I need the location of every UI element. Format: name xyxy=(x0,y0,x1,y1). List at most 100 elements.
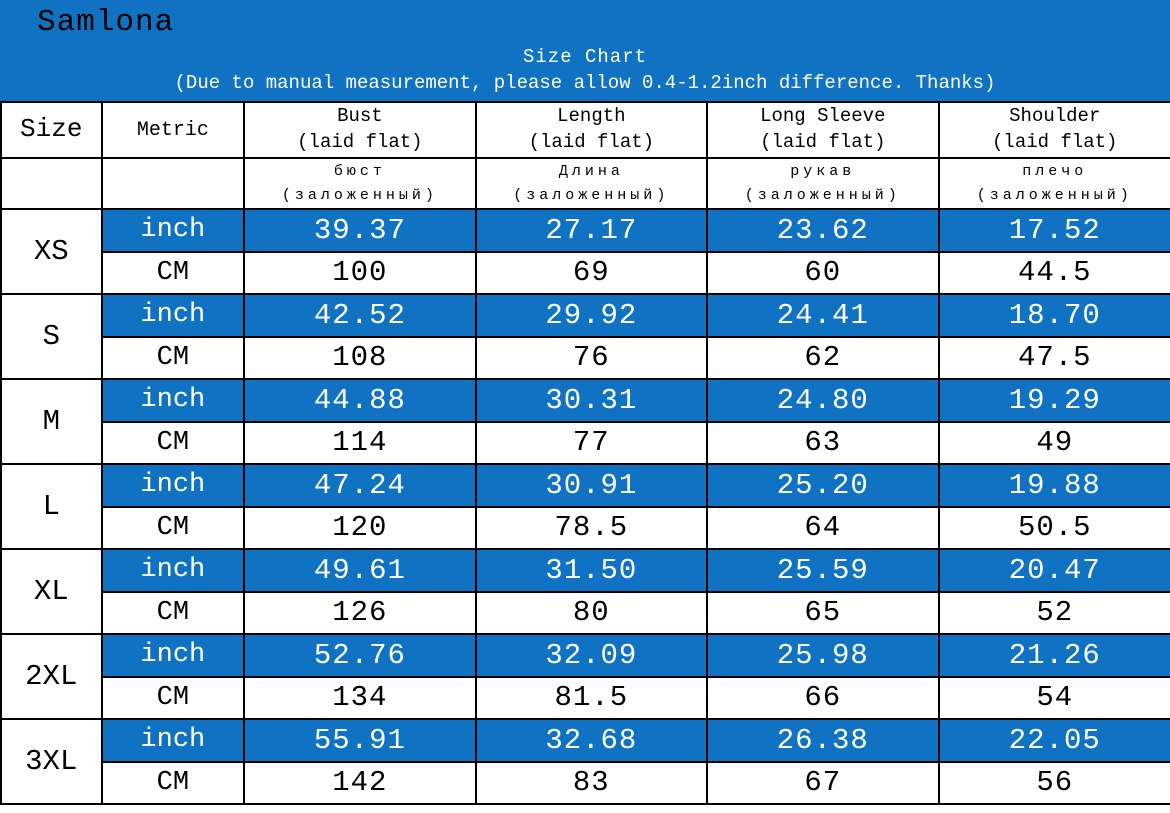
bust-inch-value: 42.52 xyxy=(243,293,477,338)
shoulder-inch-value: 17.52 xyxy=(937,208,1170,253)
bust-cm-value: 108 xyxy=(243,335,477,380)
unit-cm-label: CM xyxy=(100,335,246,380)
shoulder-inch-value: 19.88 xyxy=(937,463,1170,508)
unit-inch-label: inch xyxy=(100,633,246,678)
shoulder-cm-value: 47.5 xyxy=(937,335,1170,380)
length-inch-value: 29.92 xyxy=(474,293,709,338)
unit-cm-label: CM xyxy=(100,590,246,635)
long-sleeve-inch-value: 25.59 xyxy=(706,548,940,593)
bust-inch-value: 55.91 xyxy=(243,718,477,763)
table-row-l-cm: CM 120 78.5 64 50.5 xyxy=(1,505,1170,550)
bust-cm-value: 114 xyxy=(243,420,477,465)
table-row-2xl-inch: 2XL inch 52.76 32.09 25.98 21.26 xyxy=(0,633,1170,720)
bust-inch-value: 49.61 xyxy=(243,548,477,593)
table-row-l-inch: L inch 47.24 30.91 25.20 19.88 xyxy=(0,463,1170,550)
table-header-row-english: Size Metric Bust (laid flat) Length (lai… xyxy=(0,101,1170,159)
col-header-shoulder-line2: (laid flat) xyxy=(992,131,1118,153)
length-inch-value: 32.09 xyxy=(474,633,709,678)
length-cm-value: 69 xyxy=(474,250,709,295)
table-row-xs-inch: XS inch 39.37 27.17 23.62 17.52 xyxy=(0,208,1170,295)
length-cm-value: 81.5 xyxy=(474,675,709,720)
unit-cm-label: CM xyxy=(100,505,246,550)
banner: Samlona Size Chart (Due to manual measur… xyxy=(0,0,1170,101)
col-header-long-sleeve-ru-line2: (заложенный) xyxy=(744,186,901,204)
col-header-shoulder-ru-line1: плечо xyxy=(1022,163,1088,181)
col-header-long-sleeve-russian: рукав (заложенный) xyxy=(706,157,940,210)
table-row-s-cm: CM 108 76 62 47.5 xyxy=(1,335,1170,380)
bust-cm-value: 100 xyxy=(243,250,477,295)
table-row-s-inch: S inch 42.52 29.92 24.41 18.70 xyxy=(0,293,1170,380)
unit-cm-label: CM xyxy=(100,250,246,295)
size-label-s: S xyxy=(0,293,103,380)
bust-inch-value: 52.76 xyxy=(243,633,477,678)
long-sleeve-inch-value: 24.41 xyxy=(706,293,940,338)
length-inch-value: 31.50 xyxy=(474,548,709,593)
size-label-xl: XL xyxy=(0,548,103,635)
length-cm-value: 78.5 xyxy=(474,505,709,550)
shoulder-inch-value: 21.26 xyxy=(937,633,1170,678)
unit-cm-label: CM xyxy=(100,760,246,805)
col-header-length-ru-line2: (заложенный) xyxy=(513,186,670,204)
empty-cell xyxy=(0,157,103,210)
long-sleeve-cm-value: 63 xyxy=(706,420,940,465)
bust-cm-value: 126 xyxy=(243,590,477,635)
table-row-2xl-cm: CM 134 81.5 66 54 xyxy=(1,675,1170,720)
long-sleeve-cm-value: 65 xyxy=(706,590,940,635)
shoulder-cm-value: 50.5 xyxy=(937,505,1170,550)
page-title: Size Chart xyxy=(522,46,648,68)
size-label-l: L xyxy=(0,463,103,550)
measurement-note: (Due to manual measurement, please allow… xyxy=(174,72,996,94)
shoulder-cm-value: 44.5 xyxy=(937,250,1170,295)
table-row-xl-cm: CM 126 80 65 52 xyxy=(1,590,1170,635)
shoulder-cm-value: 54 xyxy=(937,675,1170,720)
long-sleeve-inch-value: 23.62 xyxy=(706,208,940,253)
size-chart-table: Size Metric Bust (laid flat) Length (lai… xyxy=(0,101,1170,805)
long-sleeve-inch-value: 25.20 xyxy=(706,463,940,508)
unit-inch-label: inch xyxy=(100,378,246,423)
table-header-row-russian: бюст (заложенный) Длина (заложенный) рук… xyxy=(0,157,1170,210)
bust-cm-value: 134 xyxy=(243,675,477,720)
bust-cm-value: 120 xyxy=(243,505,477,550)
col-header-length-line1: Length xyxy=(557,105,626,128)
table-row-3xl-cm: CM 142 83 67 56 xyxy=(1,760,1170,805)
unit-inch-label: inch xyxy=(100,293,246,338)
shoulder-cm-value: 52 xyxy=(937,590,1170,635)
unit-inch-label: inch xyxy=(100,208,246,253)
length-inch-value: 30.31 xyxy=(474,378,709,423)
empty-cell xyxy=(100,157,246,210)
brand-logo: Samlona xyxy=(37,5,175,40)
long-sleeve-cm-value: 64 xyxy=(706,505,940,550)
col-header-bust: Bust (laid flat) xyxy=(243,101,477,159)
length-inch-value: 27.17 xyxy=(474,208,709,253)
col-header-shoulder-line1: Shoulder xyxy=(1009,105,1101,128)
col-header-long-sleeve: Long Sleeve (laid flat) xyxy=(706,101,940,159)
col-header-length: Length (laid flat) xyxy=(474,101,709,159)
length-cm-value: 83 xyxy=(474,760,709,805)
length-cm-value: 80 xyxy=(474,590,709,635)
bust-cm-value: 142 xyxy=(243,760,477,805)
long-sleeve-inch-value: 25.98 xyxy=(706,633,940,678)
table-row-3xl-inch: 3XL inch 55.91 32.68 26.38 22.05 xyxy=(0,718,1170,805)
size-label-m: M xyxy=(0,378,103,465)
length-inch-value: 30.91 xyxy=(474,463,709,508)
long-sleeve-inch-value: 24.80 xyxy=(706,378,940,423)
unit-cm-label: CM xyxy=(100,420,246,465)
size-label-xs: XS xyxy=(0,208,103,295)
table-row-m-cm: CM 114 77 63 49 xyxy=(1,420,1170,465)
col-header-long-sleeve-ru-line1: рукав xyxy=(790,163,856,181)
long-sleeve-cm-value: 66 xyxy=(706,675,940,720)
col-header-long-sleeve-line2: (laid flat) xyxy=(760,131,886,153)
table-row-xl-inch: XL inch 49.61 31.50 25.59 20.47 xyxy=(0,548,1170,635)
bust-inch-value: 39.37 xyxy=(243,208,477,253)
shoulder-inch-value: 19.29 xyxy=(937,378,1170,423)
shoulder-inch-value: 22.05 xyxy=(937,718,1170,763)
col-header-length-line2: (laid flat) xyxy=(528,131,655,153)
col-header-shoulder-ru-line2: (заложенный) xyxy=(976,186,1133,204)
long-sleeve-cm-value: 62 xyxy=(706,335,940,380)
size-label-2xl: 2XL xyxy=(0,633,103,720)
size-label-3xl: 3XL xyxy=(0,718,103,805)
bust-inch-value: 44.88 xyxy=(243,378,477,423)
unit-inch-label: inch xyxy=(100,463,246,508)
unit-cm-label: CM xyxy=(100,675,246,720)
